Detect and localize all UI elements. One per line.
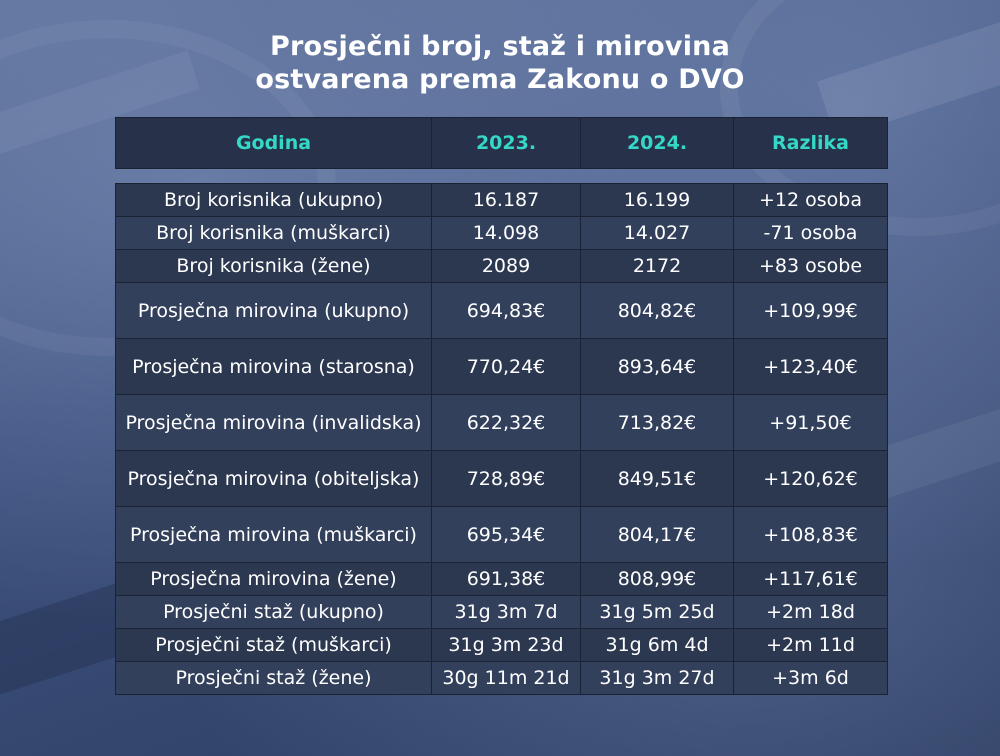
value-2024: 14.027 <box>580 216 734 250</box>
value-2024: 16.199 <box>580 183 734 217</box>
value-2024: 808,99€ <box>580 562 734 596</box>
row-label: Prosječna mirovina (obiteljska) <box>115 450 432 507</box>
value-2024: 31g 5m 25d <box>580 595 734 629</box>
row-label: Broj korisnika (žene) <box>115 249 432 283</box>
table-row: Prosječni staž (muškarci) 31g 3m 23d 31g 6… <box>115 628 888 662</box>
value-2023: 691,38€ <box>431 562 581 596</box>
value-2024: 31g 6m 4d <box>580 628 734 662</box>
row-label: Broj korisnika (ukupno) <box>115 183 432 217</box>
value-2023: 695,34€ <box>431 506 581 563</box>
row-label: Prosječni staž (muškarci) <box>115 628 432 662</box>
table-row: Prosječna mirovina (žene) 691,38€ 808,99€ +… <box>115 562 888 596</box>
row-label: Prosječna mirovina (invalidska) <box>115 394 432 451</box>
table-row: Broj korisnika (žene) 2089 2172 +83 osobe <box>115 249 888 283</box>
value-2024: 804,82€ <box>580 282 734 339</box>
value-2024: 893,64€ <box>580 338 734 395</box>
table-row: Prosječna mirovina (starosna) 770,24€ 893,… <box>115 338 888 395</box>
value-2023: 770,24€ <box>431 338 581 395</box>
table-row: Prosječna mirovina (obiteljska) 728,89€ 84… <box>115 450 888 507</box>
value-razlika: -71 osoba <box>733 216 888 250</box>
table-row: Prosječna mirovina (ukupno) 694,83€ 804,82… <box>115 282 888 339</box>
value-2024: 31g 3m 27d <box>580 661 734 695</box>
table-row: Prosječni staž (žene) 30g 11m 21d 31g 3m 2… <box>115 661 888 695</box>
page-title: Prosječni broj, staž i mirovina ostvaren… <box>0 30 1000 96</box>
value-2024: 713,82€ <box>580 394 734 451</box>
row-label: Prosječni staž (žene) <box>115 661 432 695</box>
value-razlika: +83 osobe <box>733 249 888 283</box>
value-2023: 694,83€ <box>431 282 581 339</box>
value-razlika: +2m 11d <box>733 628 888 662</box>
value-2024: 804,17€ <box>580 506 734 563</box>
row-label: Prosječna mirovina (starosna) <box>115 338 432 395</box>
title-line-2: ostvarena prema Zakonu o DVO <box>255 64 745 95</box>
value-2023: 31g 3m 7d <box>431 595 581 629</box>
row-label: Prosječna mirovina (ukupno) <box>115 282 432 339</box>
value-razlika: +2m 18d <box>733 595 888 629</box>
value-2023: 14.098 <box>431 216 581 250</box>
value-razlika: +3m 6d <box>733 661 888 695</box>
value-razlika: +91,50€ <box>733 394 888 451</box>
value-2023: 30g 11m 21d <box>431 661 581 695</box>
value-razlika: +120,62€ <box>733 450 888 507</box>
row-label: Prosječna mirovina (muškarci) <box>115 506 432 563</box>
value-2023: 728,89€ <box>431 450 581 507</box>
value-2023: 31g 3m 23d <box>431 628 581 662</box>
row-label: Broj korisnika (muškarci) <box>115 216 432 250</box>
value-2023: 16.187 <box>431 183 581 217</box>
table-row: Broj korisnika (muškarci) 14.098 14.027 -71… <box>115 216 888 250</box>
header-godina: Godina <box>115 117 432 169</box>
data-table: Broj korisnika (ukupno) 16.187 16.199 +12 o… <box>115 183 888 695</box>
value-2023: 622,32€ <box>431 394 581 451</box>
table-row: Prosječna mirovina (muškarci) 695,34€ 804,… <box>115 506 888 563</box>
value-razlika: +109,99€ <box>733 282 888 339</box>
value-razlika: +12 osoba <box>733 183 888 217</box>
value-2024: 2172 <box>580 249 734 283</box>
header-razlika: Razlika <box>733 117 888 169</box>
header-2024: 2024. <box>580 117 734 169</box>
table-row: Prosječni staž (ukupno) 31g 3m 7d 31g 5m 2… <box>115 595 888 629</box>
title-line-1: Prosječni broj, staž i mirovina <box>270 31 730 62</box>
value-razlika: +117,61€ <box>733 562 888 596</box>
header-2023: 2023. <box>431 117 581 169</box>
table-header: Godina 2023. 2024. Razlika <box>115 117 888 169</box>
row-label: Prosječni staž (ukupno) <box>115 595 432 629</box>
value-2024: 849,51€ <box>580 450 734 507</box>
row-label: Prosječna mirovina (žene) <box>115 562 432 596</box>
value-razlika: +123,40€ <box>733 338 888 395</box>
value-razlika: +108,83€ <box>733 506 888 563</box>
value-2023: 2089 <box>431 249 581 283</box>
table-row: Prosječna mirovina (invalidska) 622,32€ 71… <box>115 394 888 451</box>
table-row: Broj korisnika (ukupno) 16.187 16.199 +12 o… <box>115 183 888 217</box>
